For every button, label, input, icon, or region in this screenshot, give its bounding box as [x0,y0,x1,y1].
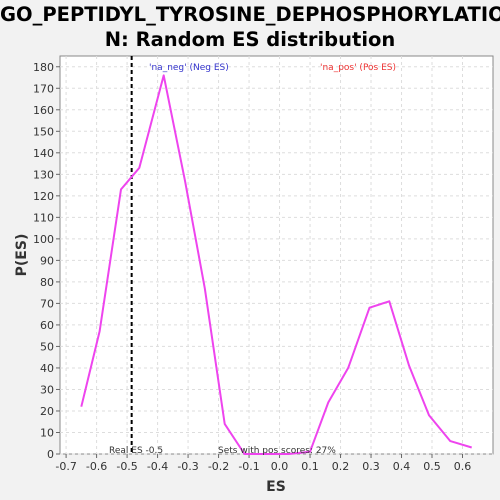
plot-area [60,56,493,454]
legend-pos: 'na_pos' (Pos ES) [320,63,396,73]
x-tick-label: -0.7 [55,460,76,473]
y-tick-label: 140 [33,147,54,160]
y-tick-label: 180 [33,61,54,74]
y-tick-label: 20 [40,405,54,418]
y-tick-label: 120 [33,190,54,203]
pos-scores-annotation: Sets with pos scores: 27% [218,446,336,456]
y-tick-label: 150 [33,125,54,138]
y-tick-label: 70 [40,297,54,310]
x-tick-label: -0.4 [147,460,168,473]
y-tick-label: 80 [40,276,54,289]
x-tick-label: -0.5 [116,460,137,473]
y-tick-label: 90 [40,254,54,267]
x-tick-label: 0.3 [362,460,380,473]
y-tick-label: 130 [33,168,54,181]
y-tick-label: 160 [33,104,54,117]
y-tick-label: 0 [47,448,54,461]
x-tick-label: 0.2 [332,460,350,473]
legend-neg: 'na_neg' (Neg ES) [149,63,229,73]
y-tick-label: 60 [40,319,54,332]
x-tick-label: -0.6 [86,460,107,473]
y-axis-label: P(ES) [14,234,30,277]
y-tick-label: 10 [40,426,54,439]
x-tick-label: -0.2 [208,460,229,473]
x-tick-label: 0.0 [271,460,289,473]
y-tick-label: 40 [40,362,54,375]
y-tick-label: 30 [40,383,54,396]
x-tick-label: -0.3 [177,460,198,473]
y-tick-label: 170 [33,82,54,95]
x-axis-label: ES [266,479,286,495]
real-es-annotation: Real ES -0.5 [109,446,163,456]
y-tick-label: 100 [33,233,54,246]
x-tick-label: 0.1 [301,460,319,473]
y-tick-label: 110 [33,211,54,224]
x-tick-label: 0.4 [393,460,411,473]
y-tick-label: 50 [40,340,54,353]
x-tick-label: -0.1 [238,460,259,473]
x-tick-label: 0.5 [423,460,441,473]
x-tick-label: 0.6 [454,460,472,473]
